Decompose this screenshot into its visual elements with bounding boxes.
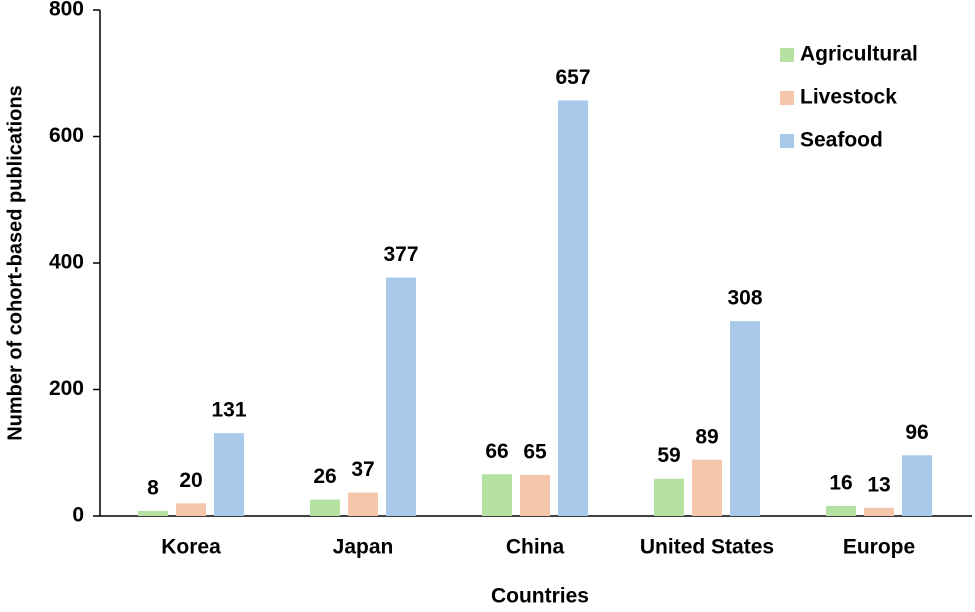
y-tick-label: 200 (49, 377, 84, 400)
data-label: 20 (179, 469, 202, 492)
data-label: 65 (523, 440, 547, 463)
data-label: 96 (905, 421, 928, 444)
data-label: 16 (829, 471, 852, 494)
legend-swatch (780, 48, 794, 62)
x-axis-title: Countries (491, 585, 589, 607)
y-tick-label: 600 (49, 124, 84, 147)
bar (730, 321, 760, 516)
bar (386, 277, 416, 516)
x-tick-label: China (506, 536, 565, 559)
y-tick-label: 0 (72, 504, 84, 527)
legend-label: Agricultural (800, 43, 918, 66)
x-tick-label: Korea (161, 536, 221, 559)
data-label: 66 (485, 440, 508, 463)
x-tick-label: Europe (843, 536, 915, 559)
data-label: 377 (383, 243, 418, 266)
x-tick-label: United States (640, 536, 774, 559)
bar (348, 492, 378, 516)
y-axis-title: Number of cohort-based publications (4, 85, 26, 441)
data-label: 131 (211, 399, 246, 422)
legend-label: Livestock (800, 86, 897, 109)
x-tick-label: Japan (333, 536, 394, 559)
bar (482, 474, 512, 516)
legend-label: Seafood (800, 129, 883, 152)
y-tick-label: 800 (49, 0, 84, 21)
legend-swatch (780, 91, 794, 105)
bar (558, 100, 588, 516)
y-tick-label: 400 (49, 251, 84, 274)
bar (692, 459, 722, 516)
data-label: 308 (727, 287, 762, 310)
data-label: 89 (695, 425, 718, 448)
data-label: 13 (867, 473, 890, 496)
data-label: 657 (555, 66, 590, 89)
bar (864, 507, 894, 516)
legend-swatch (780, 134, 794, 148)
bar (310, 499, 340, 516)
bar (826, 505, 856, 516)
bar (654, 478, 684, 516)
bar (176, 503, 206, 516)
data-label: 8 (147, 476, 159, 499)
data-label: 37 (351, 458, 374, 481)
bar (520, 474, 550, 516)
data-label: 26 (313, 465, 336, 488)
bar (138, 510, 168, 516)
bar (214, 433, 244, 516)
bar (902, 455, 932, 516)
data-label: 59 (657, 444, 680, 467)
